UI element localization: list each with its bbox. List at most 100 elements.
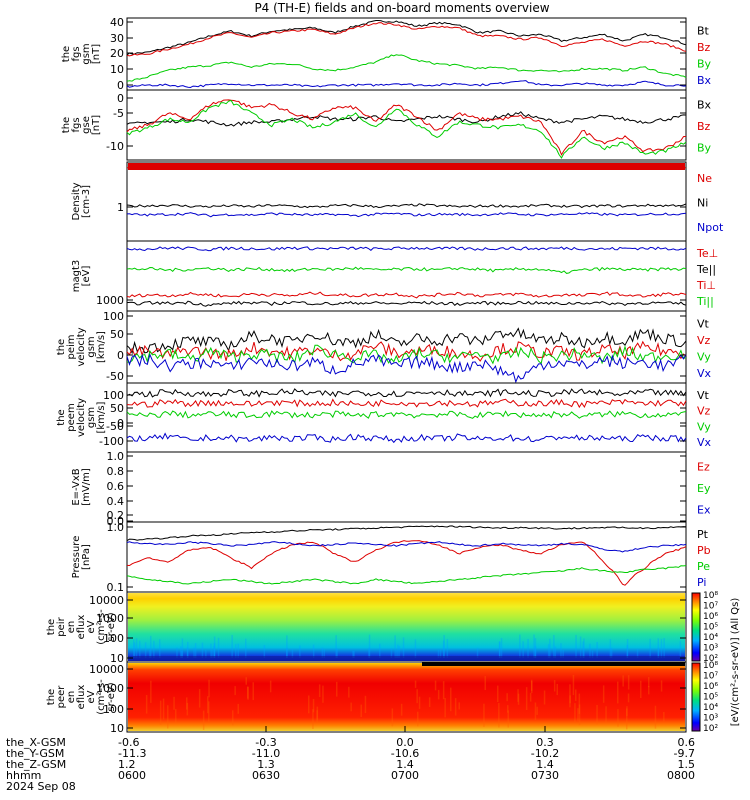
spectrogram-texture	[312, 644, 315, 658]
y-tick-label: 0.0	[107, 515, 125, 528]
y-tick-label: 50	[110, 328, 124, 341]
x-tick-label: -10.2	[531, 747, 559, 760]
legend-Ne: Ne	[697, 172, 712, 185]
spectrogram-texture	[286, 648, 288, 658]
y-tick-label: 10	[110, 652, 124, 665]
spectrogram-texture	[500, 638, 503, 658]
spectrogram-texture	[636, 649, 639, 658]
spectrogram-texture	[193, 647, 195, 658]
x-tick-label: 0730	[531, 769, 559, 782]
spectrogram-texture	[187, 641, 189, 658]
y-axis-label: gsm	[86, 336, 97, 357]
x-tick-label: 0700	[391, 769, 419, 782]
spectrogram-texture	[660, 638, 663, 658]
y-axis-label: (cm²-s-	[96, 609, 107, 645]
series-Pb	[126, 540, 687, 586]
spectrogram-texture	[663, 638, 665, 658]
legend-Vt: Vt	[697, 389, 710, 402]
spectrogram-texture	[648, 686, 650, 695]
spectrogram-texture	[173, 696, 175, 710]
spectrogram-texture	[198, 689, 201, 708]
legend-Ti||: Ti||	[696, 295, 714, 308]
spectrogram-texture	[582, 641, 584, 658]
spectrogram-texture	[444, 698, 446, 718]
y-tick-label: -5	[113, 107, 124, 120]
spectrogram-texture	[181, 650, 183, 658]
y-axis-label: peer	[56, 685, 67, 709]
spectrogram-texture	[414, 639, 417, 658]
colorbar-tick-label: 10⁸	[703, 591, 718, 601]
spectrogram-texture	[150, 680, 152, 703]
spectrogram-texture	[572, 675, 575, 696]
legend-Bz: Bz	[697, 120, 711, 133]
colorbar-tick-label: 10⁴	[703, 633, 718, 643]
series-Bz	[126, 22, 687, 57]
y-tick-label: 0	[117, 417, 124, 430]
y-axis-label: the	[61, 117, 72, 133]
y-axis-label: eV	[86, 620, 97, 633]
spectrogram-texture	[497, 685, 499, 702]
spectrogram-texture	[208, 701, 210, 722]
spectrogram-texture	[252, 682, 254, 701]
colorbar-tick-label: 10⁵	[703, 623, 718, 633]
spectrogram-texture	[201, 642, 204, 658]
spectrogram-texture	[150, 635, 152, 658]
spectrogram-texture	[159, 700, 162, 725]
spectrogram-texture	[176, 647, 178, 658]
spectrogram-texture	[626, 706, 628, 717]
y-tick-label: 1.0	[107, 450, 125, 463]
series-Bz	[126, 99, 687, 156]
spectrogram-texture	[336, 648, 338, 658]
y-axis-label: sr-eV)	[106, 612, 117, 641]
series-Vz	[126, 398, 687, 409]
spectrogram-texture	[591, 650, 594, 658]
spectrogram-texture	[626, 708, 628, 730]
y-tick-label: 1000	[96, 294, 124, 307]
spectrogram-texture	[596, 705, 598, 725]
spectrogram-texture	[517, 693, 520, 705]
spectrogram-texture	[194, 643, 197, 658]
spectrogram-texture	[517, 689, 519, 702]
series-Ti||	[126, 300, 687, 307]
spectrogram-texture	[336, 681, 338, 697]
spectrogram-texture	[602, 685, 605, 703]
spectrogram-texture	[605, 706, 607, 723]
spectrogram-texture	[609, 639, 612, 658]
spectrogram-texture	[210, 643, 212, 658]
y-axis-label: gsm	[86, 407, 97, 428]
spectrogram-texture	[202, 710, 205, 730]
panel-fgs-gse: 0 -5 -10 the fgs gse [nT] Bx Bz By	[61, 89, 712, 161]
spectrogram-texture	[437, 649, 440, 658]
spectrogram-texture	[522, 641, 524, 658]
spectrogram-texture	[159, 639, 161, 658]
spectrogram-texture	[145, 695, 148, 714]
legend-Bt: Bt	[697, 24, 710, 37]
y-tick-label: 1.0	[107, 521, 125, 534]
y-tick-label: -10	[106, 140, 124, 153]
spectrogram-texture	[531, 680, 533, 694]
spectrogram-texture	[364, 695, 367, 713]
spectrogram-texture	[575, 634, 577, 658]
spectrogram-texture	[133, 639, 135, 658]
y-tick-label: 50	[110, 402, 124, 415]
y-tick-label: 1000	[96, 682, 124, 695]
legend-Pb: Pb	[697, 544, 711, 557]
spectrogram-texture	[529, 692, 532, 702]
spectrogram-texture	[211, 649, 213, 658]
spectrogram-texture	[402, 637, 405, 658]
spectrogram-texture	[627, 675, 630, 690]
x-axis: the_X-GSM -0.6 -0.3 0.0 0.3 0.6 the_Y-GSM -11.3…	[6, 726, 695, 793]
spectrogram-texture	[245, 638, 247, 658]
series-Te⊥	[126, 246, 687, 252]
spectrogram-texture	[657, 647, 660, 658]
spectrogram-texture	[579, 636, 582, 658]
colorbar: 10⁸10⁷10⁶10⁵10⁴10³10²10⁸10⁷10⁶10⁵10⁴10³1…	[691, 591, 741, 734]
panel-fgs-gsm: 40 30 20 10 0 the fgs gsm [nT] Bt Bz By Bx	[61, 16, 712, 92]
y-axis-label: [nT]	[91, 44, 102, 64]
legend-Vz: Vz	[697, 405, 711, 418]
spectrogram-texture	[498, 641, 501, 658]
colorbar-tick-label: 10³	[703, 714, 718, 724]
spectrogram-texture	[312, 699, 315, 713]
y-axis-label: fgs	[71, 117, 82, 132]
spectrogram-texture	[536, 706, 538, 715]
